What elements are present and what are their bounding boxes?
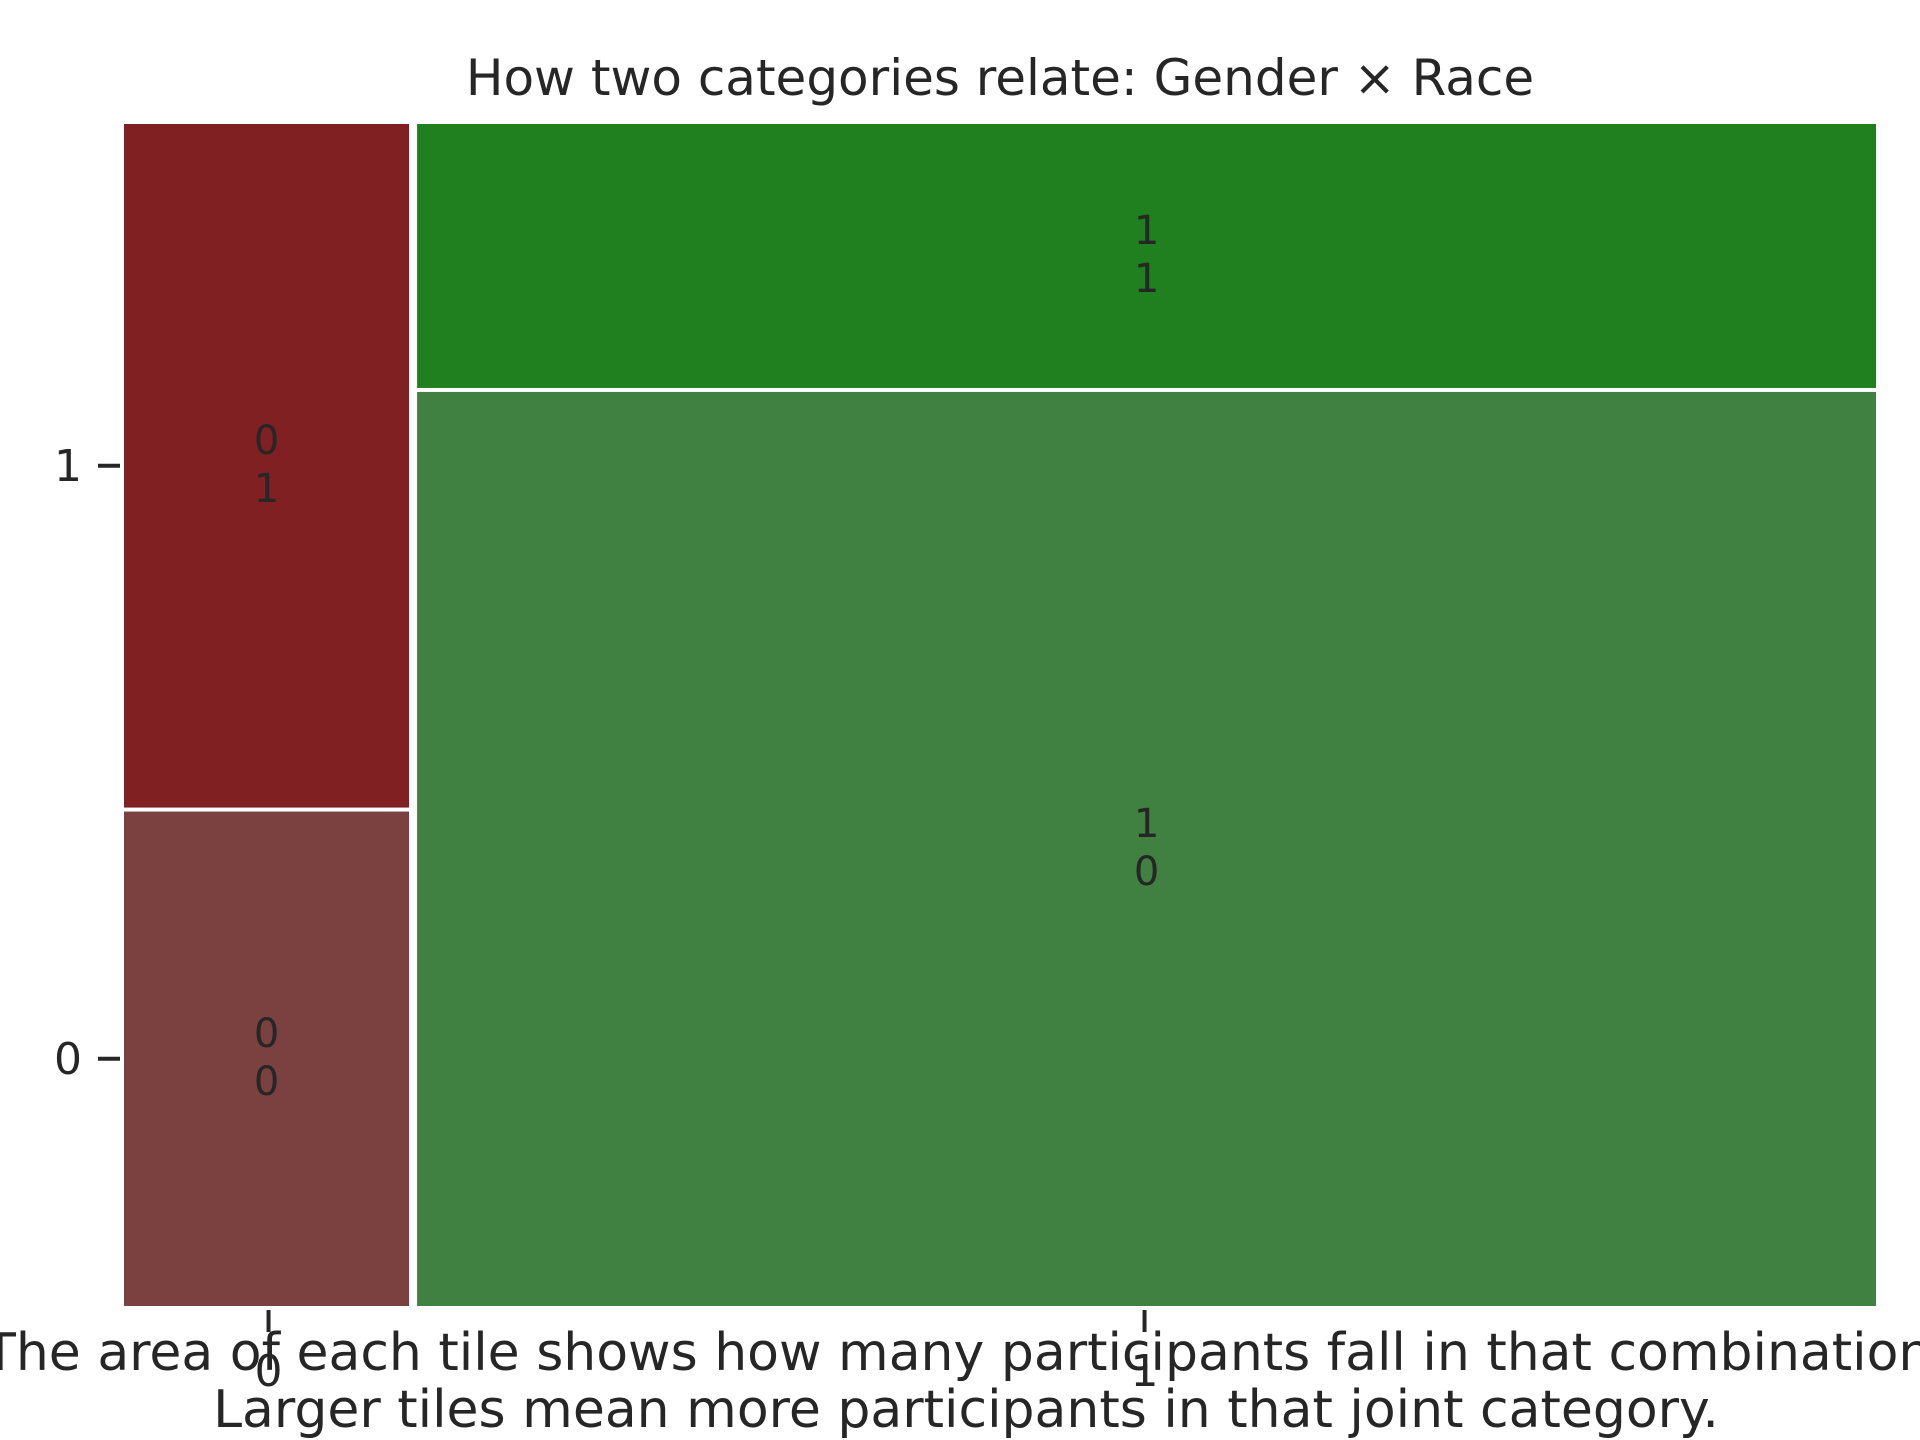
y-axis: 01	[54, 441, 120, 1085]
x-tick-label-1: 1	[1131, 1346, 1159, 1397]
tiles-group: 0 0 0 1 1 0 1 1	[124, 124, 1877, 1306]
caption-line-2: Larger tiles mean more participants in t…	[213, 1380, 1719, 1440]
x-tick-label-0: 0	[255, 1346, 283, 1397]
y-tick-label-0: 0	[54, 1034, 82, 1085]
tile-1-1	[417, 124, 1877, 388]
y-tick-label-1: 1	[54, 441, 82, 492]
caption-line-1: The area of each tile shows how many par…	[0, 1323, 1920, 1383]
chart-title: How two categories relate: Gender × Race	[466, 49, 1534, 107]
tile-0-0	[124, 811, 410, 1306]
tile-1-0	[417, 391, 1877, 1306]
tile-0-1	[124, 124, 410, 808]
